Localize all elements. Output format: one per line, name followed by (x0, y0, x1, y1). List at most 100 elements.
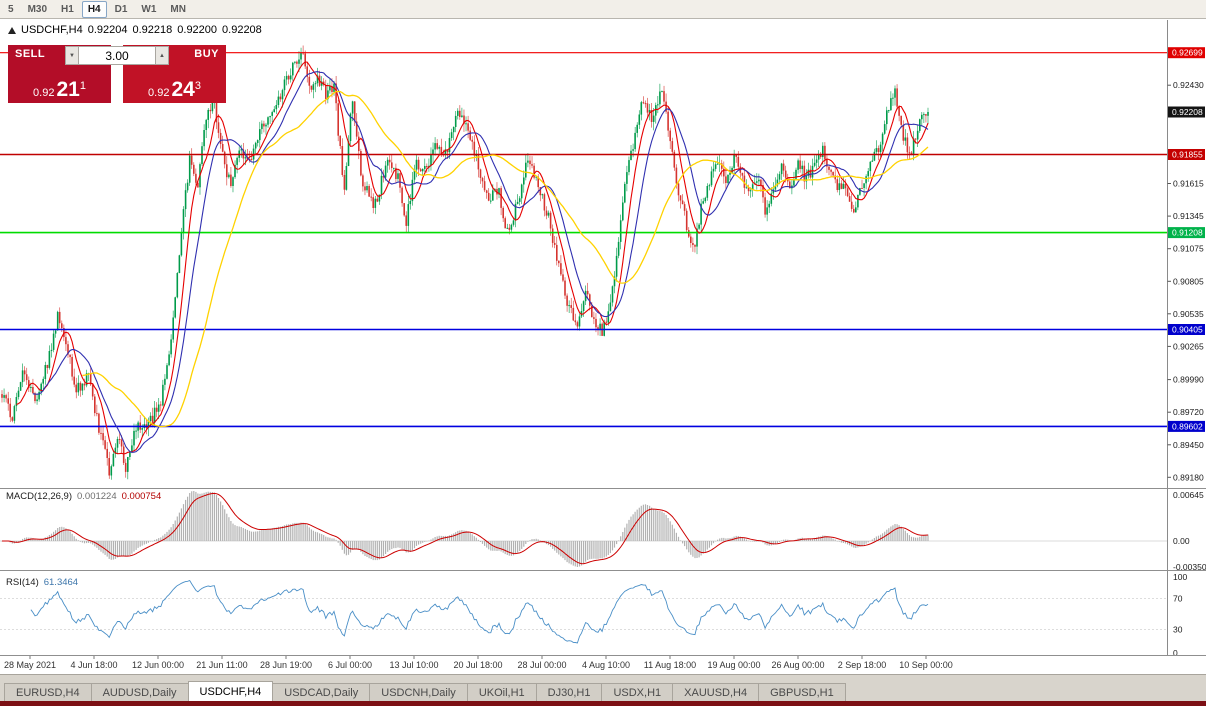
svg-text:0.91075: 0.91075 (1173, 244, 1204, 254)
svg-text:0: 0 (1173, 648, 1178, 658)
ma-40-line (82, 90, 929, 428)
timeframe-button-h1[interactable]: H1 (61, 3, 74, 15)
ma-8-line (16, 61, 929, 455)
chart-tab-usdchf[interactable]: USDCHF,H4 (187, 681, 274, 701)
one-click-trading-panel: SELL 0.92 21 1 BUY 0.92 24 3 ▼ 3.00 ▲ (8, 45, 226, 103)
price-tag: 0.91208 (1168, 227, 1205, 239)
timeframe-button-mn[interactable]: MN (170, 3, 186, 15)
svg-text:4 Aug 10:00: 4 Aug 10:00 (582, 660, 630, 670)
chart-tab-audusd[interactable]: AUDUSD,Daily (90, 683, 189, 701)
svg-text:20 Jul 18:00: 20 Jul 18:00 (453, 660, 502, 670)
ohlc-open: 0.92204 (87, 24, 128, 36)
svg-text:26 Aug 00:00: 26 Aug 00:00 (771, 660, 824, 670)
ohlc-close: 0.92208 (222, 24, 262, 36)
svg-text:0.89602: 0.89602 (1172, 421, 1203, 431)
svg-text:0.90535: 0.90535 (1173, 309, 1204, 319)
svg-text:28 May 2021: 28 May 2021 (4, 660, 56, 670)
svg-text:0.91855: 0.91855 (1172, 150, 1203, 160)
svg-text:0.89720: 0.89720 (1173, 407, 1204, 417)
window-edge (0, 701, 1206, 706)
bid-big-digits: 21 (56, 78, 80, 101)
svg-text:0.92699: 0.92699 (1172, 48, 1203, 58)
ask-price: 0.92 24 3 (123, 79, 226, 100)
macd-panel (0, 491, 1167, 567)
chart-tabs: EURUSD,H4 AUDUSD,Daily USDCHF,H4 USDCAD,Dai… (4, 681, 846, 701)
horizontal-level-lines[interactable] (0, 52, 1167, 428)
chart-tab-usdcad[interactable]: USDCAD,Daily (272, 683, 371, 701)
collapse-panel-icon[interactable] (8, 26, 16, 34)
svg-text:0.91208: 0.91208 (1172, 228, 1203, 238)
price-scale[interactable]: 0.92430 0.91615 0.91345 0.91075 0.90805 0.905… (1167, 18, 1206, 658)
chart-tab-dj30[interactable]: DJ30,H1 (535, 683, 603, 701)
ohlc-high: 0.92218 (132, 24, 173, 36)
chart-tab-strip: EURUSD,H4 AUDUSD,Daily USDCHF,H4 USDCAD,Dai… (0, 674, 1206, 701)
svg-text:-0.00350: -0.00350 (1173, 562, 1206, 572)
buy-label: BUY (194, 48, 219, 60)
candles-layer (1, 45, 929, 480)
chart-tab-ukoil[interactable]: UKOil,H1 (466, 683, 537, 701)
svg-text:12 Jun 00:00: 12 Jun 00:00 (132, 660, 184, 670)
rsi-label: RSI(14) 61.3464 (6, 577, 78, 588)
macd-signal-value: 0.000754 (121, 491, 162, 502)
ask-big-digits: 24 (171, 78, 195, 101)
svg-text:13 Jul 10:00: 13 Jul 10:00 (389, 660, 438, 670)
chart-tab-usdx[interactable]: USDX,H1 (601, 683, 674, 701)
volume-input[interactable]: 3.00 (79, 46, 155, 65)
svg-text:21 Jun 11:00: 21 Jun 11:00 (196, 660, 247, 670)
price-tag: 0.92208 (1168, 106, 1205, 118)
svg-text:0.92208: 0.92208 (1172, 107, 1203, 117)
rsi-value: 61.3464 (43, 577, 79, 588)
macd-label: MACD(12,26,9) 0.001224 0.000754 (6, 491, 161, 502)
svg-text:0.92430: 0.92430 (1173, 80, 1204, 90)
svg-text:2 Sep 18:00: 2 Sep 18:00 (838, 660, 887, 670)
ask-prefix: 0.92 (148, 87, 170, 99)
svg-text:11 Aug 18:00: 11 Aug 18:00 (644, 660, 696, 670)
chart-symbol-period: USDCHF,H4 (21, 24, 83, 36)
timeframe-button-m30[interactable]: M30 (27, 3, 48, 15)
macd-value: 0.001224 (77, 491, 117, 502)
price-tag: 0.90405 (1168, 324, 1205, 335)
panel-separators[interactable] (0, 488, 1206, 656)
volume-spinner: ▼ 3.00 ▲ (65, 46, 169, 65)
svg-text:70: 70 (1173, 593, 1183, 603)
chart-tab-gbpusd[interactable]: GBPUSD,H1 (758, 683, 846, 701)
moving-averages-layer (16, 61, 929, 455)
chart-tab-xauusd[interactable]: XAUUSD,H4 (672, 683, 760, 701)
svg-text:30: 30 (1173, 625, 1183, 635)
svg-text:6 Jul 00:00: 6 Jul 00:00 (328, 660, 372, 670)
rsi-line (30, 579, 929, 644)
svg-text:10 Sep 00:00: 10 Sep 00:00 (899, 660, 953, 670)
bid-pip-digit: 1 (79, 80, 86, 92)
bid-price: 0.92 21 1 (8, 79, 111, 100)
volume-up-icon[interactable]: ▲ (155, 46, 169, 65)
svg-text:0.91615: 0.91615 (1173, 179, 1204, 189)
svg-text:19 Aug 00:00: 19 Aug 00:00 (707, 660, 760, 670)
timeframe-button-d1[interactable]: D1 (114, 3, 128, 15)
chart-tab-eurusd[interactable]: EURUSD,H4 (4, 683, 92, 701)
timeframe-button-5[interactable]: 5 (8, 3, 14, 15)
svg-text:0.89180: 0.89180 (1173, 472, 1204, 482)
svg-text:28 Jul 00:00: 28 Jul 00:00 (517, 660, 566, 670)
price-tag: 0.89602 (1168, 420, 1205, 432)
volume-down-icon[interactable]: ▼ (65, 46, 79, 65)
ohlc-low: 0.92200 (177, 24, 218, 36)
time-axis[interactable]: 28 May 2021 4 Jun 18:00 12 Jun 00:00 21 Jun… (4, 656, 953, 670)
chart-ohlc-header: USDCHF,H4 0.92204 0.92218 0.92200 0.9220… (8, 24, 262, 36)
ask-pip-digit: 3 (194, 80, 201, 92)
rsi-panel (0, 579, 1167, 644)
svg-text:0.89450: 0.89450 (1173, 440, 1204, 450)
timeframe-button-w1[interactable]: W1 (141, 3, 157, 15)
timeframe-button-h4[interactable]: H4 (81, 0, 107, 18)
svg-text:0.90805: 0.90805 (1173, 276, 1204, 286)
svg-text:0.90265: 0.90265 (1173, 341, 1204, 351)
sell-label: SELL (15, 48, 46, 60)
svg-text:0.00645: 0.00645 (1173, 490, 1204, 500)
timeframe-toolbar: 5 M30 H1 H4 D1 W1 MN (0, 0, 1206, 19)
svg-text:0.91345: 0.91345 (1173, 211, 1204, 221)
svg-text:0.89990: 0.89990 (1173, 375, 1204, 385)
price-tag: 0.91855 (1168, 149, 1205, 160)
price-tag: 0.92699 (1168, 47, 1205, 59)
chart-tab-usdcnh[interactable]: USDCNH,Daily (369, 683, 468, 701)
